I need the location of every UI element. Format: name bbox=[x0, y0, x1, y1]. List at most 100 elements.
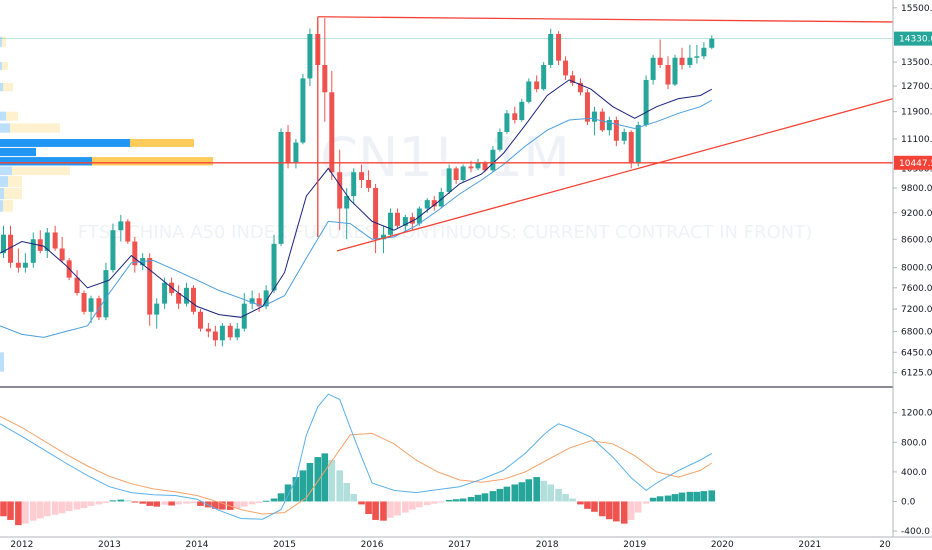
histogram-bar-82 bbox=[599, 501, 606, 517]
histogram-bar-5 bbox=[36, 501, 44, 519]
candle-94 bbox=[687, 57, 693, 65]
osc-tick-1: 800.0 bbox=[901, 438, 927, 448]
histogram-bar-6 bbox=[43, 501, 51, 517]
histogram-bar-91 bbox=[664, 495, 672, 502]
signal-line bbox=[0, 415, 713, 515]
last-price-tag bbox=[894, 31, 932, 46]
histogram-bar-73 bbox=[533, 477, 540, 502]
candle-37 bbox=[271, 243, 277, 291]
histogram-bar-68 bbox=[496, 488, 504, 502]
histogram-bar-69 bbox=[503, 486, 511, 502]
histogram-bar-86 bbox=[627, 501, 635, 520]
histogram-bar-52 bbox=[380, 501, 387, 521]
candle-62 bbox=[453, 168, 459, 180]
histogram-bar-2 bbox=[15, 501, 22, 526]
histogram-bar-97 bbox=[708, 490, 716, 502]
osc-tick-3: 0.0 bbox=[901, 497, 916, 507]
price-tick-9: 8600.0 bbox=[901, 235, 932, 245]
histogram-bar-58 bbox=[423, 501, 431, 506]
candle-41 bbox=[300, 78, 306, 143]
histogram-bar-44 bbox=[321, 453, 329, 502]
histogram-bar-42 bbox=[306, 463, 314, 502]
candle-56 bbox=[409, 217, 415, 224]
volume-profile-bar-2 bbox=[0, 187, 4, 200]
histogram-bar-75 bbox=[547, 484, 554, 502]
candle-90 bbox=[657, 57, 663, 65]
trend-drawings bbox=[0, 16, 894, 252]
histogram-bar-22 bbox=[161, 501, 168, 505]
histogram-bar-25 bbox=[183, 501, 190, 504]
candle-14 bbox=[103, 270, 109, 318]
watermark-title: FTSE CHINA A50 INDEX FUTURES (CONTINUOUS… bbox=[78, 222, 812, 243]
histogram-bar-37 bbox=[270, 498, 278, 502]
histogram-bar-79 bbox=[577, 501, 584, 505]
histogram-bar-49 bbox=[358, 501, 365, 505]
histogram-bar-3 bbox=[22, 501, 29, 524]
histogram-bar-13 bbox=[95, 501, 103, 505]
histogram-bar-94 bbox=[686, 491, 694, 502]
candle-67 bbox=[490, 149, 496, 171]
histogram-bar-95 bbox=[693, 491, 701, 502]
price-tick-3: 12700.0 bbox=[901, 82, 932, 92]
volume-profile-bar-8 bbox=[0, 123, 10, 133]
candle-12 bbox=[88, 298, 94, 312]
time-tick-5: 2017 bbox=[448, 540, 471, 550]
volume-profile-bar-3 bbox=[0, 176, 8, 187]
histogram-bar-29 bbox=[212, 501, 219, 509]
candle-80 bbox=[584, 92, 590, 122]
histogram-bar-39 bbox=[284, 484, 292, 502]
candle-38 bbox=[278, 131, 284, 244]
candle-31 bbox=[227, 325, 233, 338]
candle-2 bbox=[15, 262, 21, 268]
volume-profile-bar-9 bbox=[0, 111, 6, 121]
histogram-bar-87 bbox=[634, 501, 642, 513]
candle-27 bbox=[197, 311, 203, 329]
volume-profile-bar-7-value bbox=[130, 138, 194, 147]
candle-52 bbox=[380, 234, 386, 240]
candle-79 bbox=[577, 82, 583, 93]
candle-49 bbox=[359, 172, 365, 180]
histogram-bar-19 bbox=[139, 501, 147, 504]
histogram-bar-41 bbox=[299, 470, 307, 502]
candle-58 bbox=[424, 200, 430, 209]
candle-55 bbox=[402, 217, 408, 226]
histogram-bar-15 bbox=[109, 500, 117, 502]
histogram-bar-62 bbox=[452, 499, 460, 502]
histogram-bar-55 bbox=[402, 501, 409, 513]
candle-77 bbox=[563, 60, 569, 76]
histogram-bar-40 bbox=[292, 477, 300, 502]
candle-24 bbox=[176, 293, 182, 304]
histogram-bar-53 bbox=[387, 501, 394, 518]
candle-36 bbox=[263, 290, 269, 307]
candle-3 bbox=[22, 262, 28, 268]
volume-profile-bar-10 bbox=[0, 82, 3, 92]
candle-47 bbox=[344, 196, 350, 209]
histogram-bar-4 bbox=[29, 501, 37, 521]
histogram-bar-9 bbox=[65, 501, 73, 512]
histogram-bar-96 bbox=[700, 491, 708, 502]
price-tick-7: 9800.0 bbox=[901, 184, 932, 194]
level-price-label: 10447.5 bbox=[899, 159, 932, 169]
histogram-bar-56 bbox=[409, 501, 416, 510]
candle-15 bbox=[110, 230, 116, 271]
time-tick-8: 2020 bbox=[711, 540, 734, 550]
histogram-bar-35 bbox=[255, 501, 263, 503]
candle-34 bbox=[249, 298, 255, 304]
histogram-bar-26 bbox=[190, 501, 197, 504]
trendline-1 bbox=[336, 98, 894, 252]
price-tick-2: 13500.0 bbox=[901, 58, 932, 68]
candle-78 bbox=[570, 75, 576, 83]
volume-profile-bar-2-value bbox=[4, 187, 22, 200]
histogram-bar-47 bbox=[343, 482, 350, 502]
candle-46 bbox=[337, 172, 343, 209]
histogram-bar-51 bbox=[372, 501, 379, 520]
volume-profile bbox=[0, 36, 213, 372]
candle-53 bbox=[387, 212, 393, 235]
histogram-bar-81 bbox=[591, 501, 598, 512]
histogram-bar-16 bbox=[117, 499, 125, 502]
candle-71 bbox=[519, 101, 525, 120]
histogram-bar-1 bbox=[7, 501, 14, 520]
volume-profile-bar-0 bbox=[0, 352, 4, 372]
histogram-bar-7 bbox=[51, 501, 59, 515]
